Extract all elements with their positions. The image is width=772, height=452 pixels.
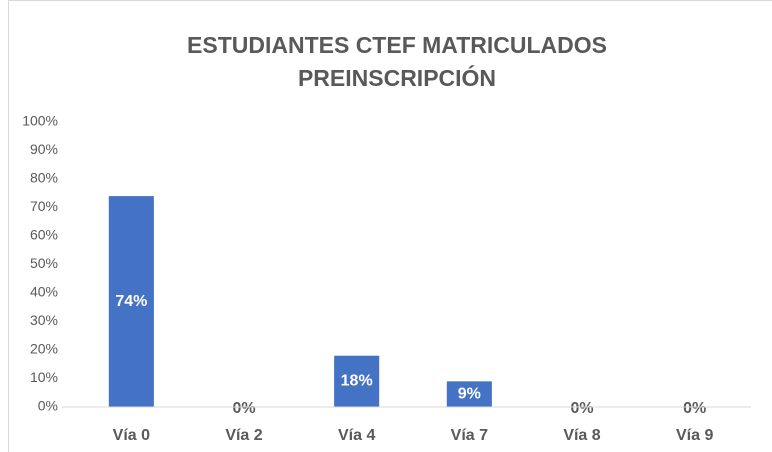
bar [334,355,380,407]
y-tick-label: 50% [30,255,58,271]
y-tick-label: 20% [30,341,58,357]
data-label: 0% [232,400,255,417]
bar [108,196,154,407]
x-tick-label: Vía 0 [113,427,150,444]
data-label: 0% [570,400,593,417]
y-tick-label: 90% [30,141,58,157]
data-label: 18% [341,373,373,390]
y-tick-label: 80% [30,170,58,186]
y-tick-label: 0% [38,398,58,414]
y-tick-label: 100% [22,113,58,129]
chart-title: PREINSCRIPCIÓN [298,64,496,91]
bar [446,381,492,407]
x-tick-label: Vía 8 [563,427,600,444]
data-label: 74% [115,293,147,310]
y-tick-label: 30% [30,312,58,328]
y-tick-label: 10% [30,369,58,385]
y-tick-label: 40% [30,284,58,300]
x-tick-label: Vía 9 [676,427,713,444]
chart-title: ESTUDIANTES CTEF MATRICULADOS [187,32,607,58]
x-tick-label: Vía 2 [225,427,262,444]
data-label: 9% [458,385,481,402]
y-tick-label: 60% [30,227,58,243]
y-tick-label: 70% [30,198,58,214]
x-tick-label: Vía 7 [451,427,488,444]
data-label: 0% [683,400,706,417]
x-tick-label: Vía 4 [338,427,375,444]
